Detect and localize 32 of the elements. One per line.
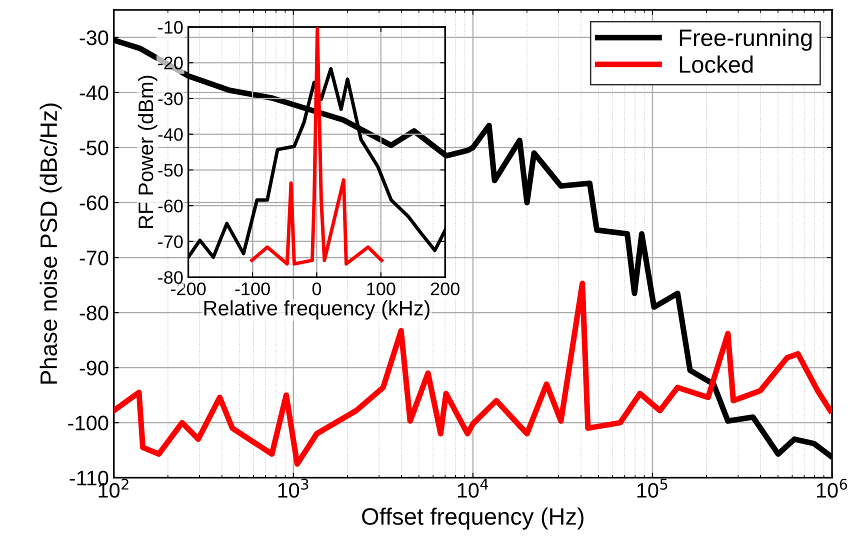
- y-tick-label: -20: [158, 56, 183, 70]
- y-tick-label: -60: [158, 200, 183, 212]
- y-tick-label: -30: [158, 92, 183, 106]
- legend-label: Locked: [680, 56, 753, 73]
- x-tick-label: 10$^{4}$: [458, 478, 488, 498]
- y-tick-label: -40: [80, 85, 108, 100]
- line-series: [250, 27, 384, 266]
- y-tick-label: -50: [80, 140, 108, 156]
- x-tick-label: 10$^{5}$: [637, 478, 668, 498]
- y-tick-label: -80: [158, 271, 183, 284]
- y-tick-label: -70: [80, 250, 108, 266]
- y-tick-label: -30: [80, 30, 108, 46]
- y-axis-title: RF Power (dBm): [138, 76, 158, 228]
- x-tick-label: 10$^{6}$: [816, 478, 848, 498]
- x-tick-label: 0: [312, 282, 322, 296]
- x-tick-label: 10$^{3}$: [278, 478, 308, 498]
- y-tick-label: -60: [80, 196, 108, 210]
- x-tick-label: 200: [430, 282, 460, 296]
- y-axis-title: Phase noise PSD (dBc/Hz): [40, 104, 62, 384]
- y-tick-label: -10: [158, 20, 183, 34]
- y-tick-label: -70: [158, 235, 183, 248]
- y-tick-label: -90: [80, 360, 108, 376]
- x-tick-label: -200: [171, 282, 206, 296]
- x-axis-title: Offset frequency (Hz): [362, 508, 584, 530]
- y-tick-label: -50: [158, 164, 183, 177]
- legend-label: Free-running: [680, 28, 812, 51]
- x-tick-label: -100: [235, 282, 270, 296]
- y-tick-label: -80: [80, 306, 108, 320]
- x-tick-label: 100: [367, 282, 396, 296]
- y-tick-label: -100: [68, 416, 108, 430]
- y-tick-label: -40: [158, 128, 183, 141]
- x-axis-title: Relative frequency (kHz): [204, 300, 430, 320]
